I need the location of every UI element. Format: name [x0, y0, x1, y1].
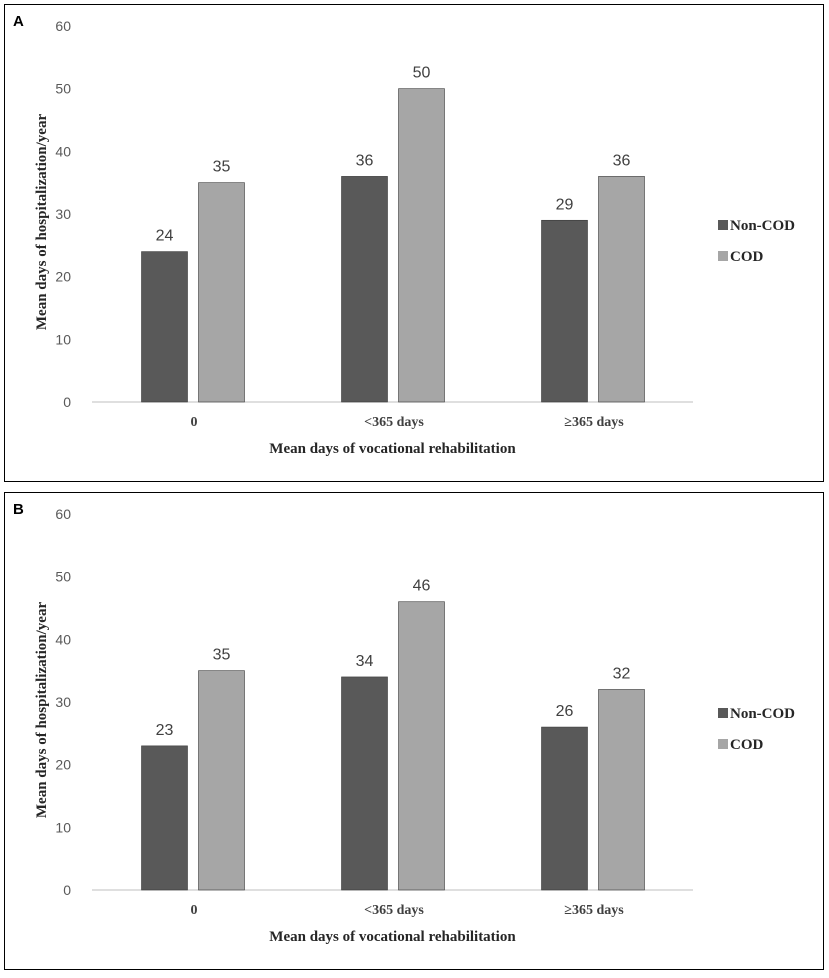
data-label: 35	[213, 647, 231, 664]
data-label: 50	[413, 65, 431, 82]
bar-non-cod-2	[541, 219, 588, 403]
bar-cod-1	[398, 88, 445, 403]
y-tick-label: 50	[55, 81, 71, 97]
x-tick-label: <365 days	[364, 415, 424, 430]
x-tick-label: 0	[191, 415, 198, 430]
bar-non-cod-1	[341, 176, 388, 403]
y-tick-label: 60	[55, 18, 71, 34]
bar-cod-2	[598, 689, 645, 891]
data-label: 46	[413, 578, 431, 595]
chart-panel-a: A 0 10 20 30 40 50 60 24 35 0 36 50 <365 days 29 36 ≥36…	[4, 4, 824, 482]
legend-label-non-cod: Non-COD	[730, 218, 795, 234]
data-label: 36	[613, 152, 631, 169]
legend-label-cod: COD	[730, 737, 764, 753]
data-label: 36	[356, 152, 374, 169]
y-axis-title: Mean days of hospitalization/year	[34, 114, 50, 331]
legend-label-cod: COD	[730, 249, 764, 265]
data-label: 34	[356, 653, 374, 670]
y-tick-label: 20	[55, 757, 71, 773]
bar-non-cod-0	[141, 251, 188, 403]
bar-non-cod-0	[141, 745, 188, 891]
x-tick-label: ≥365 days	[564, 415, 624, 430]
legend-swatch-cod	[718, 739, 728, 749]
y-tick-label: 30	[55, 206, 71, 222]
panel-label: A	[13, 13, 24, 30]
y-tick-label: 40	[55, 143, 71, 159]
x-tick-label: <365 days	[364, 903, 424, 918]
bar-non-cod-1	[341, 676, 388, 891]
legend-swatch-cod	[718, 251, 728, 261]
y-tick-label: 50	[55, 569, 71, 585]
y-tick-label: 0	[63, 882, 71, 898]
bar-cod-0	[198, 182, 245, 403]
y-tick-label: 20	[55, 269, 71, 285]
x-tick-label: 0	[191, 903, 198, 918]
y-axis-title: Mean days of hospitalization/year	[34, 602, 50, 819]
data-label: 35	[213, 159, 231, 176]
legend-swatch-non-cod	[718, 708, 728, 718]
data-label: 32	[613, 665, 631, 682]
y-tick-label: 60	[55, 506, 71, 522]
y-tick-label: 10	[55, 819, 71, 835]
bar-cod-1	[398, 601, 445, 891]
x-axis-title: Mean days of vocational rehabilitation	[269, 441, 516, 457]
legend-label-non-cod: Non-COD	[730, 706, 795, 722]
bar-chart-b: 0 10 20 30 40 50 60 23 35 0 34 46 <365 days 26 32 ≥365 …	[34, 506, 795, 945]
legend-swatch-non-cod	[718, 220, 728, 230]
bar-non-cod-2	[541, 726, 588, 891]
x-tick-label: ≥365 days	[564, 903, 624, 918]
bar-cod-2	[598, 176, 645, 403]
data-label: 29	[556, 196, 574, 213]
y-tick-label: 30	[55, 694, 71, 710]
bar-chart-a: 0 10 20 30 40 50 60 24 35 0 36 50 <365 days 29 36 ≥365 …	[34, 18, 795, 457]
data-label: 26	[556, 703, 574, 720]
y-tick-label: 10	[55, 331, 71, 347]
y-tick-label: 40	[55, 631, 71, 647]
panel-label: B	[13, 501, 24, 518]
x-axis-title: Mean days of vocational rehabilitation	[269, 929, 516, 945]
data-label: 24	[156, 228, 174, 245]
chart-panel-b: B 0 10 20 30 40 50 60 23 35 0 34 46 <365 days 26 32 ≥36…	[4, 492, 824, 970]
y-tick-label: 0	[63, 394, 71, 410]
bar-cod-0	[198, 670, 245, 891]
data-label: 23	[156, 722, 174, 739]
